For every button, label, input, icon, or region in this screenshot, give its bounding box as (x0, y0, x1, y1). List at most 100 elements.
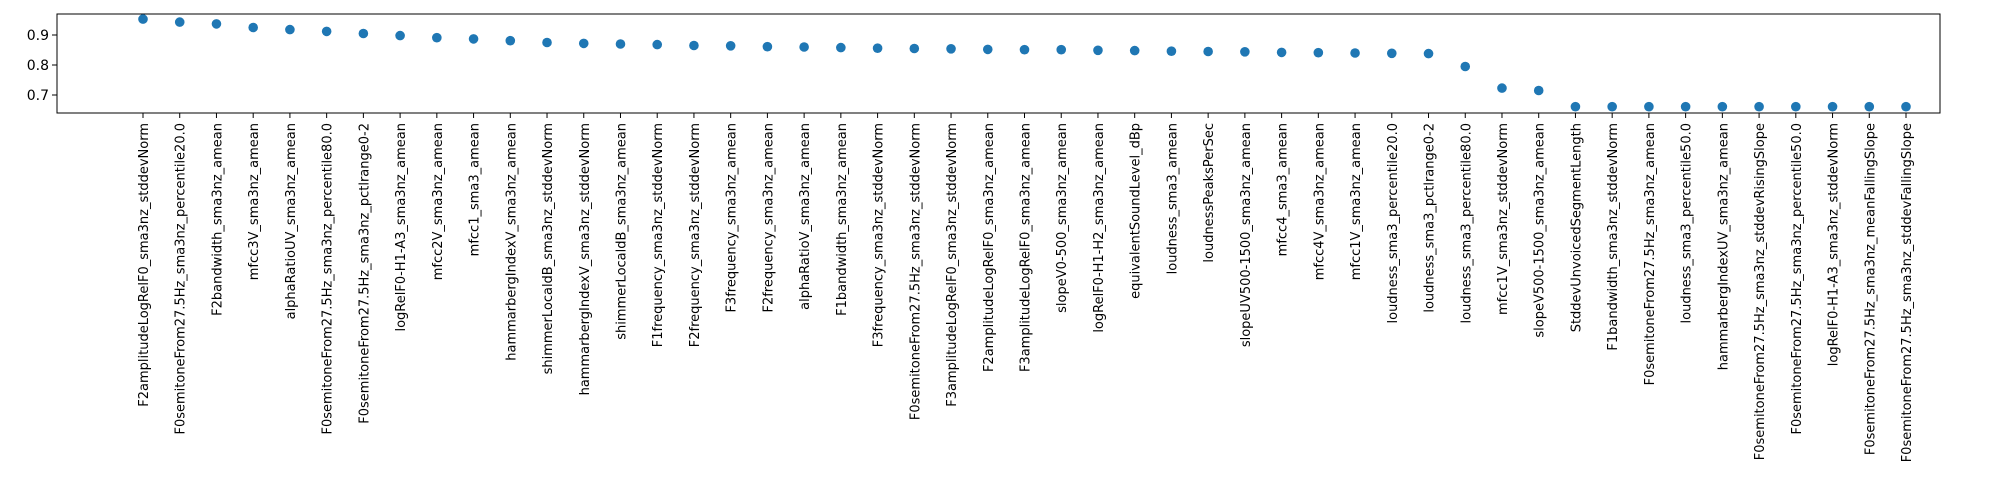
x-tick-label: logRelF0-H1-A3_sma3nz_amean (394, 123, 409, 332)
x-tick-label: F0semitoneFrom27.5Hz_sma3nz_stddevNorm (908, 123, 923, 420)
y-tick-label: 0.8 (27, 58, 49, 74)
x-tick-label: F0semitoneFrom27.5Hz_sma3nz_stddevFallin… (1900, 123, 1915, 462)
x-tick-label: loudness_sma3_percentile50.0 (1680, 123, 1695, 323)
data-point (799, 42, 809, 52)
x-tick-label: F2frequency_sma3nz_amean (761, 123, 776, 313)
data-point (909, 43, 920, 54)
data-point (1056, 44, 1067, 55)
plot-area-frame (56, 13, 1941, 114)
x-axis-ticks: F2amplitudeLogRelF0_sma3nz_stddevNorm F0s… (137, 113, 1915, 462)
x-tick-label: F0semitoneFrom27.5Hz_sma3nz_meanFallingS… (1863, 123, 1878, 455)
x-tick-label: F2bandwidth_sma3nz_amean (210, 123, 225, 316)
x-tick-label: loudness_sma3_percentile80.0 (1459, 123, 1474, 323)
x-tick-label: F2amplitudeLogRelF0_sma3nz_stddevNorm (137, 123, 152, 407)
data-point (1717, 101, 1728, 112)
data-point (725, 41, 736, 51)
data-point (1166, 46, 1177, 56)
data-point (615, 39, 626, 49)
data-point (1607, 101, 1617, 112)
data-point (982, 44, 993, 55)
data-point (578, 38, 589, 49)
data-point (1129, 45, 1140, 56)
data-point (1093, 45, 1103, 56)
data-point (1203, 46, 1213, 57)
data-point (689, 40, 699, 51)
x-tick-label: slopeV0-500_sma3nz_amean (1055, 123, 1070, 313)
data-point (542, 37, 552, 48)
x-tick-label: F2frequency_sma3nz_stddevNorm (688, 123, 703, 347)
data-point (1864, 101, 1875, 112)
x-tick-label: F1frequency_sma3nz_stddevNorm (651, 123, 666, 347)
x-tick-label: StddevUnvoicedSegmentLength (1569, 123, 1584, 332)
x-tick-label: F3amplitudeLogRelF0_sma3nz_stddevNorm (945, 123, 960, 407)
x-tick-label: F1bandwidth_sma3nz_amean (835, 123, 850, 316)
x-tick-label: hammarbergIndexV_sma3nz_stddevNorm (578, 123, 593, 395)
data-point (872, 43, 883, 53)
x-tick-label: loudness_sma3_pctlrange0-2 (1423, 123, 1438, 313)
x-tick-label: mfcc2V_sma3nz_amean (431, 123, 446, 280)
data-point (248, 22, 258, 33)
data-point (1754, 101, 1764, 112)
x-tick-label: logRelF0-H1-H2_sma3nz_amean (1092, 123, 1107, 333)
x-tick-label: F1bandwidth_sma3nz_stddevNorm (1606, 123, 1621, 351)
data-point (1680, 101, 1691, 112)
data-point (1276, 47, 1287, 58)
data-point (1791, 101, 1801, 112)
y-axis-ticks: 0.7 0.8 0.9 (27, 28, 57, 104)
x-tick-label: F0semitoneFrom27.5Hz_sma3nz_percentile20… (174, 123, 189, 435)
x-tick-label: shimmerLocaldB_sma3nz_amean (614, 123, 629, 340)
x-tick-label: F0semitoneFrom27.5Hz_sma3nz_pctlrange0-2 (357, 123, 372, 424)
data-point (1423, 48, 1434, 59)
x-tick-label: F3frequency_sma3nz_stddevNorm (872, 123, 887, 347)
axes-frame (56, 13, 1941, 114)
data-point (211, 19, 222, 29)
y-tick-label: 0.9 (27, 28, 49, 44)
data-point (138, 14, 148, 24)
x-tick-label: F3frequency_sma3nz_amean (725, 123, 740, 313)
data-point (1901, 101, 1911, 112)
x-tick-label: slopeUV500-1500_sma3nz_amean (1239, 123, 1254, 347)
data-point (1460, 61, 1471, 72)
data-point (1827, 101, 1838, 112)
x-tick-label: F2amplitudeLogRelF0_sma3nz_amean (982, 123, 997, 372)
x-tick-label: mfcc4_sma3_amean (1276, 123, 1291, 256)
data-point (505, 35, 516, 46)
data-point (321, 26, 332, 37)
x-tick-label: F0semitoneFrom27.5Hz_sma3nz_percentile50… (1790, 123, 1805, 435)
x-tick-label: mfcc4V_sma3nz_amean (1312, 123, 1327, 280)
data-point (1533, 85, 1544, 96)
data-point (1019, 44, 1030, 55)
x-tick-label: mfcc3V_sma3nz_amean (247, 123, 262, 280)
x-tick-label: mfcc1V_sma3nz_amean (1349, 123, 1364, 280)
x-tick-label: F3amplitudeLogRelF0_sma3nz_amean (1019, 123, 1034, 372)
data-point (358, 28, 369, 39)
data-point (1497, 83, 1507, 93)
x-tick-label: mfcc1V_sma3nz_stddevNorm (1496, 123, 1511, 315)
x-tick-label: logRelF0-H1-A3_sma3nz_stddevNorm (1827, 123, 1842, 366)
data-point (395, 30, 405, 41)
data-point (1644, 101, 1654, 112)
x-tick-label: alphaRatioUV_sma3nz_amean (284, 123, 299, 319)
x-tick-label: F0semitoneFrom27.5Hz_sma3nz_stddevRising… (1753, 123, 1768, 460)
data-point (1240, 47, 1250, 57)
data-points (138, 14, 1911, 112)
x-tick-label: hammarbergIndexUV_sma3nz_amean (1716, 123, 1731, 370)
x-tick-label: F0semitoneFrom27.5Hz_sma3nz_amean (1643, 123, 1658, 385)
x-tick-label: alphaRatioV_sma3nz_amean (798, 123, 813, 310)
data-point (762, 41, 773, 52)
data-point (1350, 48, 1360, 58)
data-point (836, 42, 846, 53)
data-point (174, 17, 185, 27)
data-point (946, 44, 956, 54)
data-point (652, 39, 663, 50)
x-tick-label: equivalentSoundLevel_dBp (1129, 123, 1144, 299)
x-tick-label: slopeV500-1500_sma3nz_amean (1533, 123, 1548, 338)
x-tick-label: shimmerLocaldB_sma3nz_stddevNorm (541, 123, 556, 374)
data-point (468, 34, 479, 44)
data-point (432, 32, 442, 43)
x-tick-label: loudness_sma3_percentile20.0 (1386, 123, 1401, 323)
y-tick-label: 0.7 (27, 88, 49, 104)
data-point (1386, 48, 1397, 59)
